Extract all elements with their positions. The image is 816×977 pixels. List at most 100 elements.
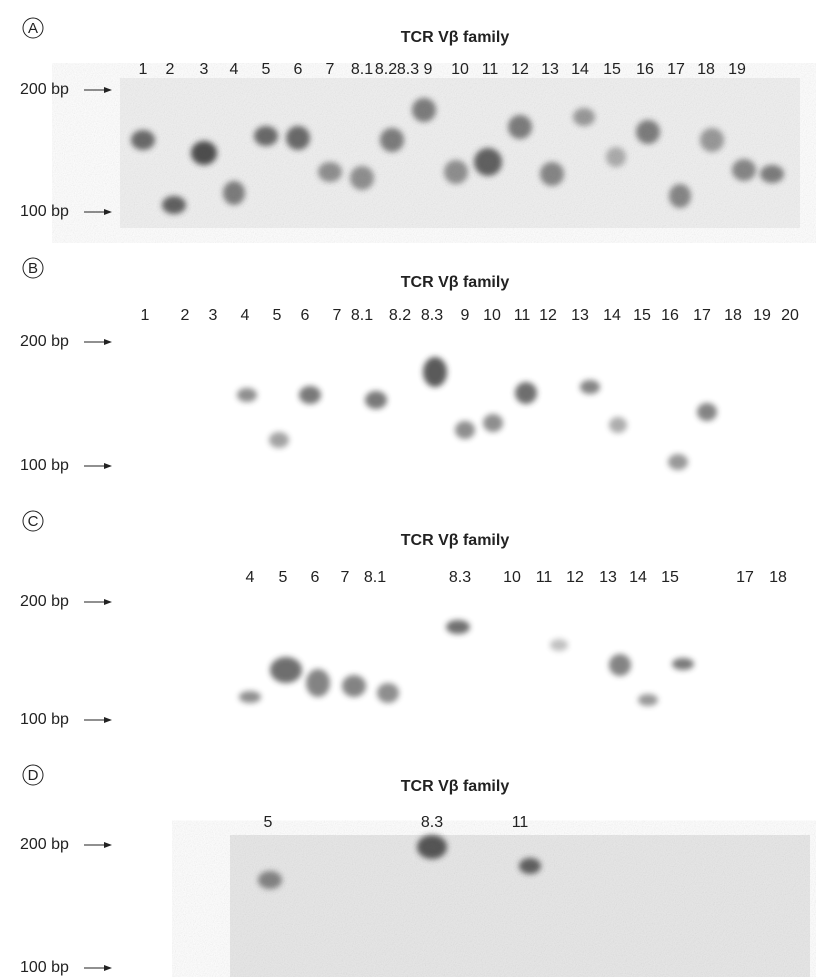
- lane-label: 14: [629, 569, 647, 586]
- panel-label: D: [28, 767, 39, 784]
- band: [270, 657, 302, 683]
- lane-label: 9: [424, 61, 433, 78]
- panel-label-circle: [22, 257, 44, 279]
- band: [446, 620, 470, 634]
- marker-arrowhead: [104, 842, 112, 848]
- size-marker: 200 bp: [20, 836, 69, 853]
- band: [239, 691, 261, 703]
- size-marker: 100 bp: [20, 711, 69, 728]
- lane-label: 8.2: [389, 307, 411, 324]
- band: [342, 675, 366, 697]
- band: [760, 165, 784, 183]
- band: [550, 639, 568, 651]
- lane-label: 17: [736, 569, 754, 586]
- band: [519, 858, 541, 874]
- lane-label: 7: [326, 61, 335, 78]
- lane-label: 4: [230, 61, 239, 78]
- size-marker: 100 bp: [20, 203, 69, 220]
- lane-label: 18: [724, 307, 742, 324]
- band: [515, 382, 537, 404]
- panel-label: C: [28, 513, 39, 530]
- band: [609, 417, 627, 433]
- lane-label: 15: [603, 61, 621, 78]
- band: [606, 147, 626, 167]
- lane-label: 11: [512, 814, 529, 831]
- lane-label: 18: [697, 61, 715, 78]
- lane-label: 13: [571, 307, 589, 324]
- band: [237, 388, 257, 402]
- band: [672, 658, 694, 670]
- lane-label: 19: [728, 61, 746, 78]
- marker-arrowhead: [104, 339, 112, 345]
- lane-label: 1: [141, 307, 150, 324]
- lane-label: 20: [781, 307, 799, 324]
- lane-label: 16: [636, 61, 654, 78]
- lane-label: 4: [246, 569, 255, 586]
- panel-title: TCR Vβ family: [401, 274, 510, 291]
- lane-label: 15: [661, 569, 679, 586]
- band: [162, 196, 186, 214]
- lane-label: 6: [294, 61, 303, 78]
- lane-label: 8.1: [351, 307, 373, 324]
- lane-label: 5: [264, 814, 273, 831]
- band: [223, 181, 245, 205]
- band: [191, 141, 217, 165]
- band: [254, 126, 278, 146]
- band: [638, 694, 658, 706]
- lane-label: 8.3: [449, 569, 471, 586]
- marker-arrowhead: [104, 463, 112, 469]
- marker-arrowhead: [104, 209, 112, 215]
- band: [508, 115, 532, 139]
- size-marker: 200 bp: [20, 333, 69, 350]
- panel-label-circle: [22, 764, 44, 786]
- band: [573, 108, 595, 126]
- lane-label: 3: [200, 61, 209, 78]
- panel-label-circle: [22, 17, 44, 39]
- size-marker: 100 bp: [20, 959, 69, 976]
- panel-title: TCR Vβ family: [401, 29, 510, 46]
- lane-label: 17: [667, 61, 685, 78]
- lane-label: 5: [279, 569, 288, 586]
- lane-label: 8.3: [421, 307, 443, 324]
- lane-label: 2: [181, 307, 190, 324]
- lane-label: 2: [166, 61, 175, 78]
- lane-label: 19: [753, 307, 771, 324]
- lane-label: 12: [539, 307, 557, 324]
- band: [306, 669, 330, 697]
- band: [365, 391, 387, 409]
- lane-label: 12: [566, 569, 584, 586]
- band: [258, 871, 282, 889]
- lane-label: 7: [341, 569, 350, 586]
- lane-label: 9: [461, 307, 470, 324]
- panel-label: B: [28, 260, 38, 277]
- lane-label: 17: [693, 307, 711, 324]
- band: [318, 162, 342, 182]
- lane-label: 8.3: [397, 61, 419, 78]
- panel-title: TCR Vβ family: [401, 532, 510, 549]
- panel-title: TCR Vβ family: [401, 778, 510, 795]
- band: [540, 162, 564, 186]
- lane-label: 14: [603, 307, 621, 324]
- lane-label: 3: [209, 307, 218, 324]
- band: [474, 148, 502, 176]
- panel-label-circle: [22, 510, 44, 532]
- lane-label: 4: [241, 307, 250, 324]
- lane-label: 8.1: [351, 61, 373, 78]
- marker-arrowhead: [104, 599, 112, 605]
- lane-label: 14: [571, 61, 589, 78]
- band: [417, 835, 447, 859]
- band: [609, 654, 631, 676]
- lane-label: 6: [311, 569, 320, 586]
- lane-label: 13: [599, 569, 617, 586]
- band: [412, 98, 436, 122]
- band: [131, 130, 155, 150]
- lane-label: 11: [536, 569, 553, 586]
- size-marker: 200 bp: [20, 593, 69, 610]
- lane-label: 6: [301, 307, 310, 324]
- band: [299, 386, 321, 404]
- gel-noise: [120, 78, 800, 228]
- band: [286, 126, 310, 150]
- lane-label: 11: [514, 307, 531, 324]
- lane-label: 18: [769, 569, 787, 586]
- marker-arrowhead: [104, 965, 112, 971]
